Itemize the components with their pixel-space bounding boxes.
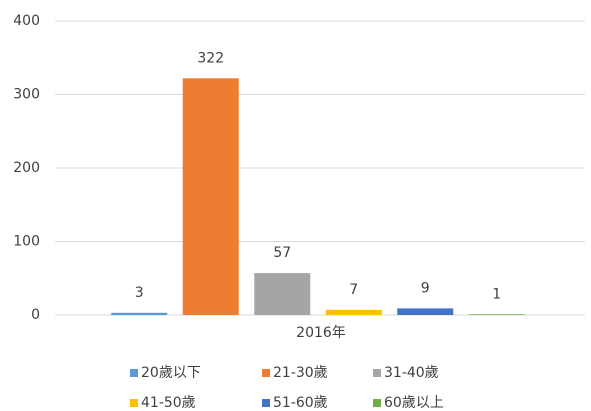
bar [469, 314, 525, 315]
legend-swatch [262, 399, 270, 407]
data-label: 1 [492, 286, 501, 302]
bar [254, 273, 310, 315]
legend-label: 60歲以上 [384, 395, 444, 411]
legend-swatch [373, 399, 381, 407]
legend-swatch [373, 369, 381, 377]
bar [111, 313, 167, 315]
y-tick-label: 200 [13, 160, 40, 176]
bar [183, 78, 239, 315]
legend-label: 51-60歲 [273, 395, 328, 411]
legend-swatch [130, 399, 138, 407]
data-label: 3 [135, 285, 144, 301]
y-tick-label: 400 [13, 13, 40, 29]
data-label: 9 [421, 280, 430, 296]
y-tick-label: 0 [31, 307, 40, 323]
data-label: 322 [197, 50, 224, 66]
legend-label: 41-50歲 [141, 395, 196, 411]
legend-label: 31-40歲 [384, 365, 439, 381]
chart: 0 100 200 300 400 2016年 3 322 57 7 9 1 20歲以下 21-30歲 31… [0, 0, 591, 411]
y-tick-label: 300 [13, 87, 40, 103]
legend-swatch [262, 369, 270, 377]
y-tick-label: 100 [13, 234, 40, 250]
page: 0 100 200 300 400 2016年 3 322 57 7 9 1 20歲以下 21-30歲 31… [0, 0, 591, 411]
legend-label: 20歲以下 [141, 365, 201, 381]
bar [326, 310, 382, 315]
legend-swatch [130, 369, 138, 377]
x-tick-label: 2016年 [296, 325, 346, 341]
data-label: 57 [273, 245, 291, 261]
legend-label: 21-30歲 [273, 365, 328, 381]
bar [397, 308, 453, 315]
data-label: 7 [349, 282, 358, 298]
